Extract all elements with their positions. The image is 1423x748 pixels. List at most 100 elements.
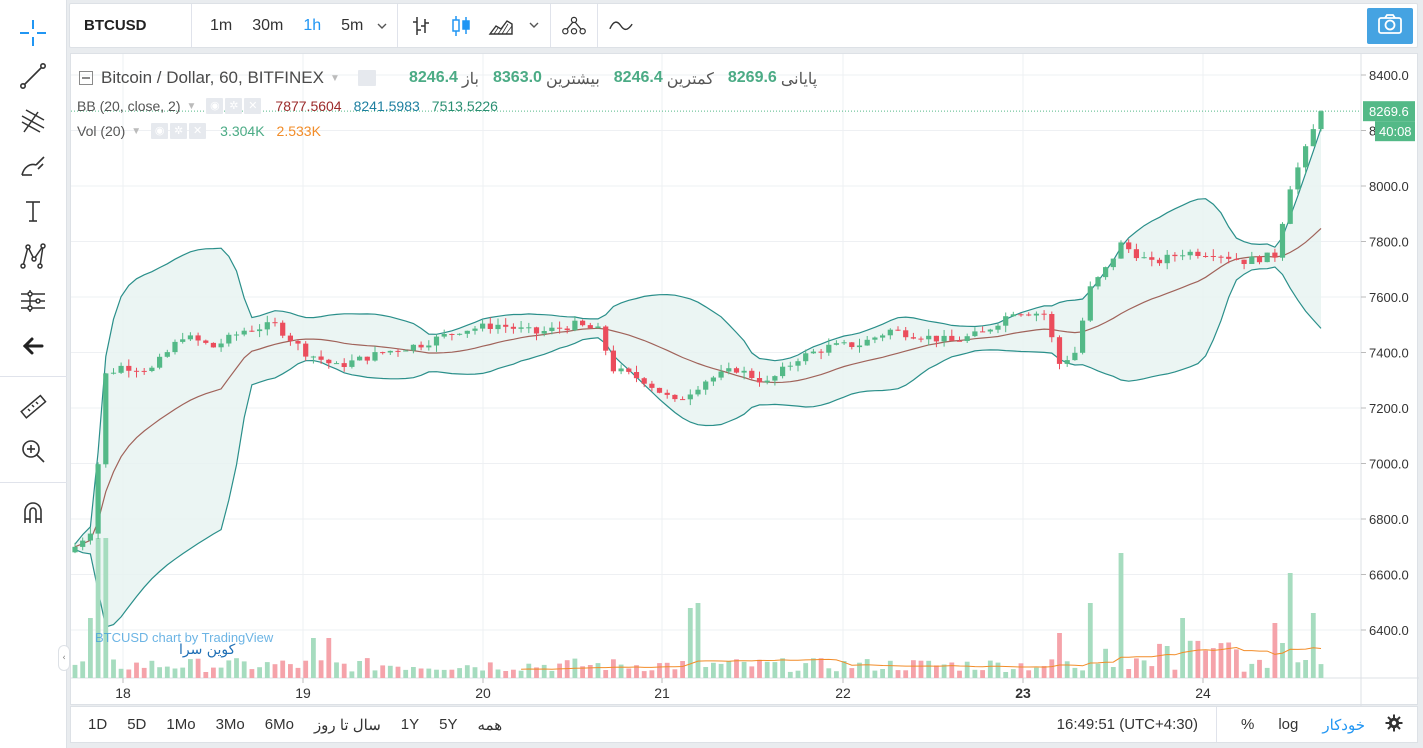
candle-body bbox=[472, 328, 478, 331]
volume-bar bbox=[203, 672, 209, 678]
candle-body bbox=[910, 337, 916, 339]
range-1d[interactable]: 1D bbox=[88, 716, 108, 733]
volume-bar bbox=[718, 663, 724, 678]
gear-icon[interactable] bbox=[1377, 714, 1417, 736]
series-title: Bitcoin / Dollar, 60, BITFINEX bbox=[101, 68, 324, 87]
volume-bar bbox=[1103, 648, 1108, 678]
range-6mo[interactable]: 6Mo bbox=[264, 716, 294, 733]
candle-body bbox=[403, 350, 409, 352]
volume-bar bbox=[1264, 667, 1270, 678]
candle-body bbox=[649, 383, 655, 388]
candle-body bbox=[610, 350, 616, 372]
volume-bar bbox=[749, 666, 755, 678]
ruler-tool-icon[interactable] bbox=[14, 388, 52, 426]
range-5y[interactable]: 5Y bbox=[439, 716, 458, 733]
volume-bar bbox=[1303, 660, 1308, 678]
interval-1m[interactable]: 1m bbox=[210, 16, 233, 34]
close-icon[interactable]: ✕ bbox=[189, 123, 207, 139]
magnet-icon[interactable] bbox=[14, 494, 52, 532]
collapse-legend-button[interactable] bbox=[79, 71, 93, 85]
candles-style-icon[interactable] bbox=[448, 13, 474, 39]
interval-selector: 1m 30m 1h 5m bbox=[192, 4, 399, 47]
range-ytd[interactable]: سال تا روز bbox=[313, 716, 381, 734]
candle-body bbox=[387, 350, 393, 353]
chevron-down-icon[interactable] bbox=[528, 13, 540, 39]
log-scale-toggle[interactable]: log bbox=[1278, 716, 1299, 733]
screenshot-button[interactable] bbox=[1367, 8, 1413, 44]
volume-bar bbox=[1134, 658, 1139, 678]
indicators-icon[interactable] bbox=[608, 13, 634, 39]
chevron-down-icon[interactable]: ▼ bbox=[329, 72, 340, 84]
candle-body bbox=[95, 464, 101, 534]
candle-body bbox=[1264, 252, 1270, 263]
volume-bar bbox=[449, 669, 455, 678]
eye-icon[interactable]: ◉ bbox=[151, 123, 169, 139]
crosshair-tool-icon[interactable] bbox=[14, 14, 52, 52]
volume-bar bbox=[857, 662, 862, 678]
volume-bar bbox=[180, 667, 186, 678]
chevron-down-icon[interactable] bbox=[373, 19, 391, 33]
range-all[interactable]: همه bbox=[477, 716, 503, 734]
volume-bar bbox=[934, 665, 939, 678]
bb-legend-row[interactable]: BB (20, close, 2) ▼ ◉ ✲ ✕ 7877.5604 8241.5… bbox=[77, 98, 498, 114]
trend-line-tool-icon[interactable] bbox=[14, 57, 52, 95]
vol-legend-row[interactable]: Vol (20) ▼ ◉ ✲ ✕ 3.304K 2.533K bbox=[77, 123, 321, 139]
candle-body bbox=[264, 322, 270, 330]
gear-icon[interactable]: ✲ bbox=[170, 123, 188, 139]
percent-scale-toggle[interactable]: % bbox=[1240, 716, 1255, 733]
chart-pane[interactable]: 8400.08200.08000.07800.07600.07400.07200… bbox=[70, 53, 1419, 706]
bb-basis-line bbox=[74, 227, 1322, 548]
scroll-left-button[interactable]: ‹ bbox=[58, 645, 70, 671]
candle-body bbox=[1210, 256, 1216, 257]
candle-body bbox=[1003, 316, 1009, 326]
clock-timezone[interactable]: 16:49:51 (UTC+4:30) bbox=[1057, 707, 1217, 742]
volume-bar bbox=[880, 669, 885, 678]
eye-icon[interactable]: ◉ bbox=[206, 98, 224, 114]
chevron-down-icon[interactable]: ▼ bbox=[186, 100, 197, 112]
brush-tool-icon[interactable] bbox=[14, 147, 52, 185]
volume-bar bbox=[911, 660, 916, 678]
price-chart[interactable]: 8400.08200.08000.07800.07600.07400.07200… bbox=[71, 54, 1419, 706]
candle-body bbox=[80, 540, 86, 547]
bottom-toolbar: 1D 5D 1Mo 3Mo 6Mo سال تا روز 1Y 5Y همه 1… bbox=[70, 706, 1418, 743]
bb-lower-value: 7513.5226 bbox=[431, 98, 498, 114]
pattern-tool-icon[interactable] bbox=[14, 237, 52, 275]
range-1mo[interactable]: 1Mo bbox=[166, 716, 196, 733]
interval-1h[interactable]: 1h bbox=[303, 16, 322, 34]
interval-5m[interactable]: 5m bbox=[341, 16, 364, 34]
gear-icon[interactable]: ✲ bbox=[225, 98, 243, 114]
volume-bar bbox=[1210, 648, 1216, 678]
interval-30m[interactable]: 30m bbox=[252, 16, 284, 34]
bars-style-icon[interactable] bbox=[408, 13, 434, 39]
range-1y[interactable]: 1Y bbox=[400, 716, 420, 733]
prediction-tool-icon[interactable] bbox=[14, 282, 52, 320]
chevron-down-icon[interactable]: ▼ bbox=[131, 125, 142, 137]
auto-scale-toggle[interactable]: خودکار bbox=[1322, 716, 1365, 734]
compare-symbols-icon[interactable] bbox=[561, 13, 587, 39]
volume-bar bbox=[234, 658, 239, 678]
back-arrow-icon[interactable] bbox=[14, 327, 52, 365]
candle-body bbox=[1156, 259, 1163, 264]
volume-bar bbox=[1041, 666, 1047, 678]
candle-body bbox=[941, 335, 947, 342]
candle-body bbox=[1226, 256, 1232, 259]
range-5d[interactable]: 5D bbox=[127, 716, 147, 733]
range-3mo[interactable]: 3Mo bbox=[215, 716, 245, 733]
pitchfork-tool-icon[interactable] bbox=[14, 102, 52, 140]
camera-icon bbox=[1377, 13, 1403, 39]
symbol-search[interactable]: BTCUSD bbox=[70, 4, 192, 47]
volume-bar bbox=[303, 660, 309, 678]
zoom-in-icon[interactable] bbox=[14, 432, 52, 470]
volume-bar bbox=[357, 661, 362, 678]
candle-body bbox=[1187, 251, 1193, 256]
area-style-icon[interactable] bbox=[488, 13, 514, 39]
volume-bar bbox=[764, 661, 770, 678]
close-icon[interactable]: ✕ bbox=[244, 98, 262, 114]
vol-value: 3.304K bbox=[220, 123, 265, 139]
text-tool-icon[interactable] bbox=[14, 192, 52, 230]
eye-icon[interactable] bbox=[357, 70, 376, 86]
volume-bar bbox=[580, 666, 585, 678]
candle-body bbox=[149, 367, 155, 371]
volume-bar bbox=[372, 670, 378, 678]
volume-bar bbox=[557, 663, 562, 678]
